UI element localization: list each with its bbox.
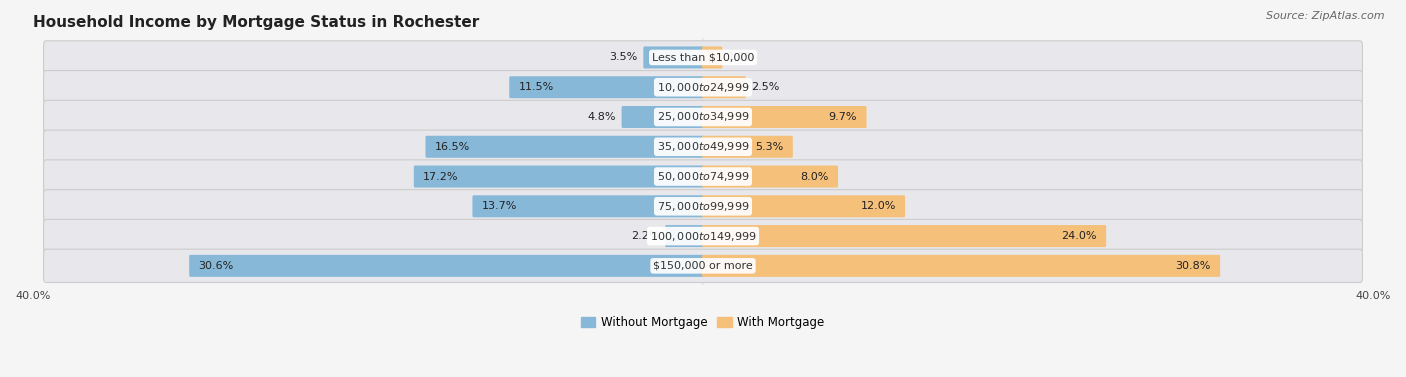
Text: 8.0%: 8.0% (800, 172, 828, 182)
FancyBboxPatch shape (44, 160, 1362, 193)
FancyBboxPatch shape (702, 225, 1107, 247)
Text: 12.0%: 12.0% (860, 201, 896, 211)
FancyBboxPatch shape (44, 190, 1362, 223)
Text: 24.0%: 24.0% (1062, 231, 1097, 241)
Text: $150,000 or more: $150,000 or more (654, 261, 752, 271)
FancyBboxPatch shape (702, 166, 838, 187)
FancyBboxPatch shape (190, 255, 704, 277)
FancyBboxPatch shape (702, 136, 793, 158)
FancyBboxPatch shape (44, 130, 1362, 164)
FancyBboxPatch shape (413, 166, 704, 187)
FancyBboxPatch shape (44, 70, 1362, 104)
FancyBboxPatch shape (44, 249, 1362, 282)
Text: 3.5%: 3.5% (609, 52, 638, 63)
Text: $50,000 to $74,999: $50,000 to $74,999 (657, 170, 749, 183)
Text: 2.5%: 2.5% (752, 82, 780, 92)
FancyBboxPatch shape (44, 100, 1362, 134)
FancyBboxPatch shape (426, 136, 704, 158)
FancyBboxPatch shape (44, 41, 1362, 74)
Text: $10,000 to $24,999: $10,000 to $24,999 (657, 81, 749, 94)
Text: 13.7%: 13.7% (482, 201, 517, 211)
Text: 5.3%: 5.3% (755, 142, 783, 152)
Legend: Without Mortgage, With Mortgage: Without Mortgage, With Mortgage (576, 311, 830, 334)
FancyBboxPatch shape (509, 76, 704, 98)
FancyBboxPatch shape (702, 106, 866, 128)
Text: 30.6%: 30.6% (198, 261, 233, 271)
Text: $25,000 to $34,999: $25,000 to $34,999 (657, 110, 749, 124)
Text: 1.1%: 1.1% (728, 52, 756, 63)
Text: Source: ZipAtlas.com: Source: ZipAtlas.com (1267, 11, 1385, 21)
FancyBboxPatch shape (702, 46, 723, 69)
Text: Less than $10,000: Less than $10,000 (652, 52, 754, 63)
Text: 11.5%: 11.5% (519, 82, 554, 92)
Text: 16.5%: 16.5% (434, 142, 470, 152)
Text: 30.8%: 30.8% (1175, 261, 1211, 271)
Text: $35,000 to $49,999: $35,000 to $49,999 (657, 140, 749, 153)
Text: 9.7%: 9.7% (828, 112, 858, 122)
FancyBboxPatch shape (44, 219, 1362, 253)
FancyBboxPatch shape (702, 255, 1220, 277)
FancyBboxPatch shape (472, 195, 704, 217)
FancyBboxPatch shape (702, 195, 905, 217)
FancyBboxPatch shape (665, 225, 704, 247)
FancyBboxPatch shape (702, 76, 747, 98)
Text: 2.2%: 2.2% (631, 231, 659, 241)
Text: $75,000 to $99,999: $75,000 to $99,999 (657, 200, 749, 213)
Text: $100,000 to $149,999: $100,000 to $149,999 (650, 230, 756, 242)
Text: 4.8%: 4.8% (588, 112, 616, 122)
Text: Household Income by Mortgage Status in Rochester: Household Income by Mortgage Status in R… (32, 15, 479, 30)
Text: 17.2%: 17.2% (423, 172, 458, 182)
FancyBboxPatch shape (621, 106, 704, 128)
FancyBboxPatch shape (644, 46, 704, 69)
